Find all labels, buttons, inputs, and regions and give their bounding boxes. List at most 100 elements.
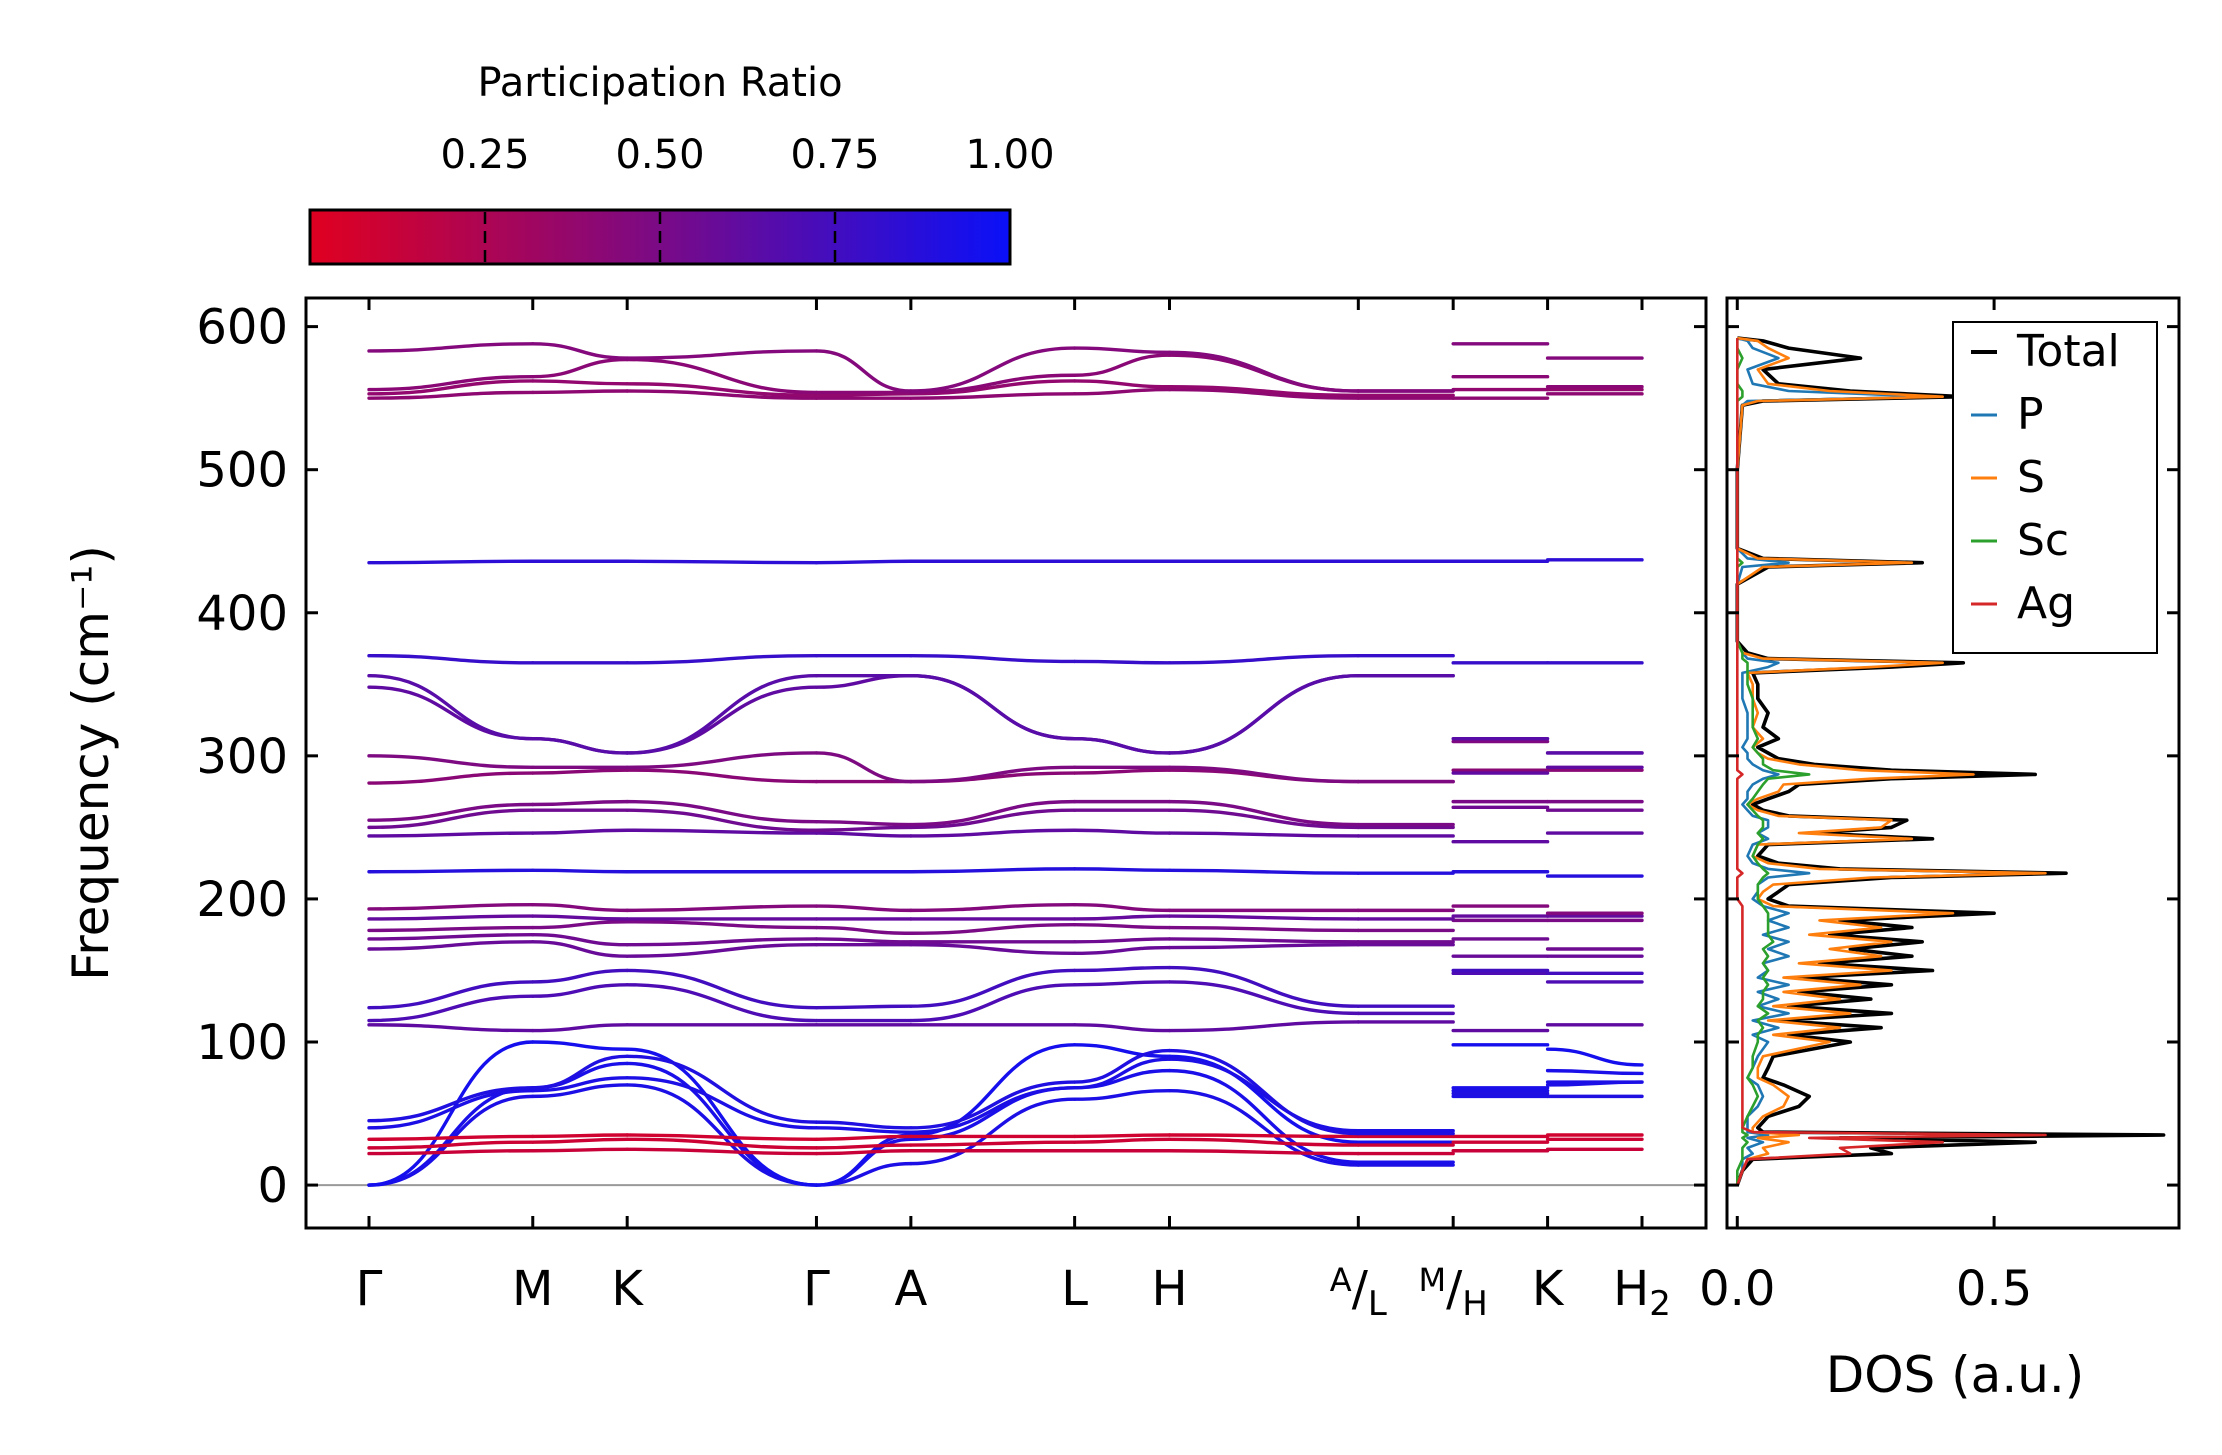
band-band-553-segment [367, 379, 535, 396]
band-band-165-segment [909, 943, 1077, 955]
band-band-118-segment [625, 983, 819, 1023]
band-axes-frame [304, 296, 1708, 1230]
band-band-172-segment [1072, 937, 1172, 944]
dos-legend: Total PS Sc Ag [1952, 321, 2158, 654]
band-band-186-segment [1167, 914, 1361, 921]
band-band-557-segment [367, 374, 535, 392]
band-band-557-segment [1072, 353, 1172, 377]
band-band-435-segment [814, 559, 913, 565]
band-low-optic-1-segment [814, 1149, 913, 1156]
band-band-356-segment [909, 674, 1077, 741]
band-band-172-segment [1167, 937, 1361, 944]
band-band-124-segment [1167, 965, 1361, 1008]
legend-label-s: S [2017, 452, 2045, 503]
band-band-348-segment [814, 674, 913, 689]
y-axis-label: Frequency (cm⁻¹) [62, 545, 120, 981]
k-point-label: K [1532, 1261, 1565, 1317]
band-band-583-segment [367, 342, 535, 353]
band-low-optic-3-segment [625, 1133, 819, 1141]
band-band-583-segment [1072, 346, 1172, 355]
band-acoustic-3-segment [625, 1047, 819, 1187]
band-band-300-segment [625, 751, 819, 769]
dos-x-axis-label: DOS (a.u.) [1826, 1346, 2085, 1404]
band-acoustic-1-segment [1167, 1088, 1361, 1167]
band-band-435-segment [625, 559, 819, 565]
band-band-118-segment [1072, 980, 1172, 987]
band-band-118-segment [909, 983, 1077, 1023]
band-band-218-segment [1072, 867, 1172, 873]
dos-x-tick-label: 0.0 [1699, 1261, 1775, 1317]
band-band-36-segment [1167, 1057, 1361, 1133]
band-band-356-segment [1072, 736, 1172, 755]
band-band-356-segment [531, 736, 629, 755]
band-band-178-segment [814, 925, 913, 935]
band-structure-panel: 0 100 200 300 400 500 600 Γ M K Γ A L H A/L M/H K H2 Freq… [62, 296, 1708, 1324]
band-acoustic-3-segment [367, 1040, 535, 1187]
k-point-label: A [894, 1261, 927, 1317]
k-point-label: M/H [1418, 1261, 1487, 1324]
band-band-193-segment [625, 904, 819, 913]
k-point-label: H [1151, 1261, 1187, 1317]
band-band-365-segment [625, 653, 819, 665]
band-acoustic-3-segment [1545, 1047, 1644, 1067]
band-band-300-segment [814, 751, 913, 784]
dos-panel: 0.0 0.5 DOS (a.u.) Total PS Sc Ag [1699, 296, 2181, 1404]
band-acoustic-2-segment [1167, 1068, 1361, 1164]
y-tick-label: 200 [196, 872, 288, 928]
band-low-optic-3-segment [531, 1133, 629, 1139]
band-low-optic-3-segment [1072, 1133, 1172, 1139]
band-band-356-segment [625, 674, 819, 755]
y-tick-label: 100 [196, 1015, 288, 1071]
band-low-optic-1-segment [367, 1149, 535, 1156]
band-band-45-segment [367, 1086, 535, 1123]
band-band-36-segment [531, 1076, 629, 1093]
band-acoustic-2-segment [625, 1061, 819, 1187]
band-band-557-segment [909, 373, 1077, 395]
band-band-118-segment [1167, 980, 1361, 1016]
y-tick-label: 300 [196, 729, 288, 785]
band-band-118-segment [367, 994, 535, 1023]
dos-axes-frame [1725, 296, 2181, 1230]
k-point-label: K [611, 1261, 644, 1317]
band-band-193-segment [367, 902, 535, 911]
band-band-45-segment [1167, 1048, 1361, 1136]
band-acoustic-2-segment [1545, 1068, 1644, 1076]
k-point-label: Γ [356, 1261, 383, 1317]
band-band-36-segment [625, 1076, 819, 1130]
band-band-550-segment [909, 392, 1077, 400]
band-band-110-segment [1167, 1020, 1361, 1033]
band-band-178-segment [1072, 922, 1172, 930]
band-band-244-segment [1072, 828, 1172, 835]
band-low-optic-3-segment [367, 1134, 535, 1141]
band-band-172-segment [367, 932, 535, 941]
band-band-178-segment [367, 925, 535, 933]
colorbar-tick-label: 0.75 [790, 132, 879, 178]
k-point-label: Γ [803, 1261, 830, 1317]
band-band-186-segment [531, 914, 629, 921]
band-band-36-segment [909, 1086, 1077, 1134]
band-band-550-segment [531, 389, 629, 395]
dos-curve-ag [1736, 338, 2047, 1186]
colorbar-tick-label: 1.00 [965, 132, 1054, 178]
band-band-244-segment [625, 828, 819, 835]
band-low-optic-1-segment [625, 1147, 819, 1156]
band-band-244-segment [909, 828, 1077, 838]
band-band-124-segment [367, 980, 535, 1010]
k-point-label: A/L [1330, 1261, 1387, 1324]
band-band-550-segment [1072, 387, 1172, 396]
band-band-583-segment [909, 346, 1077, 393]
band-acoustic-1-segment [531, 1083, 629, 1099]
band-lines [306, 342, 1706, 1187]
band-band-110-segment [1072, 1023, 1172, 1033]
band-band-124-segment [909, 968, 1077, 1008]
band-band-250-segment [367, 808, 535, 830]
band-band-124-segment [814, 1004, 913, 1010]
band-band-124-segment [1072, 965, 1172, 973]
band-band-193-segment [1072, 902, 1172, 913]
band-band-218-segment [367, 868, 535, 874]
band-band-250-segment [814, 825, 913, 832]
band-low-optic-3-segment [1167, 1133, 1361, 1139]
band-band-557-segment [531, 357, 629, 379]
band-band-550-segment [1167, 387, 1361, 400]
band-band-36-segment [367, 1088, 535, 1130]
